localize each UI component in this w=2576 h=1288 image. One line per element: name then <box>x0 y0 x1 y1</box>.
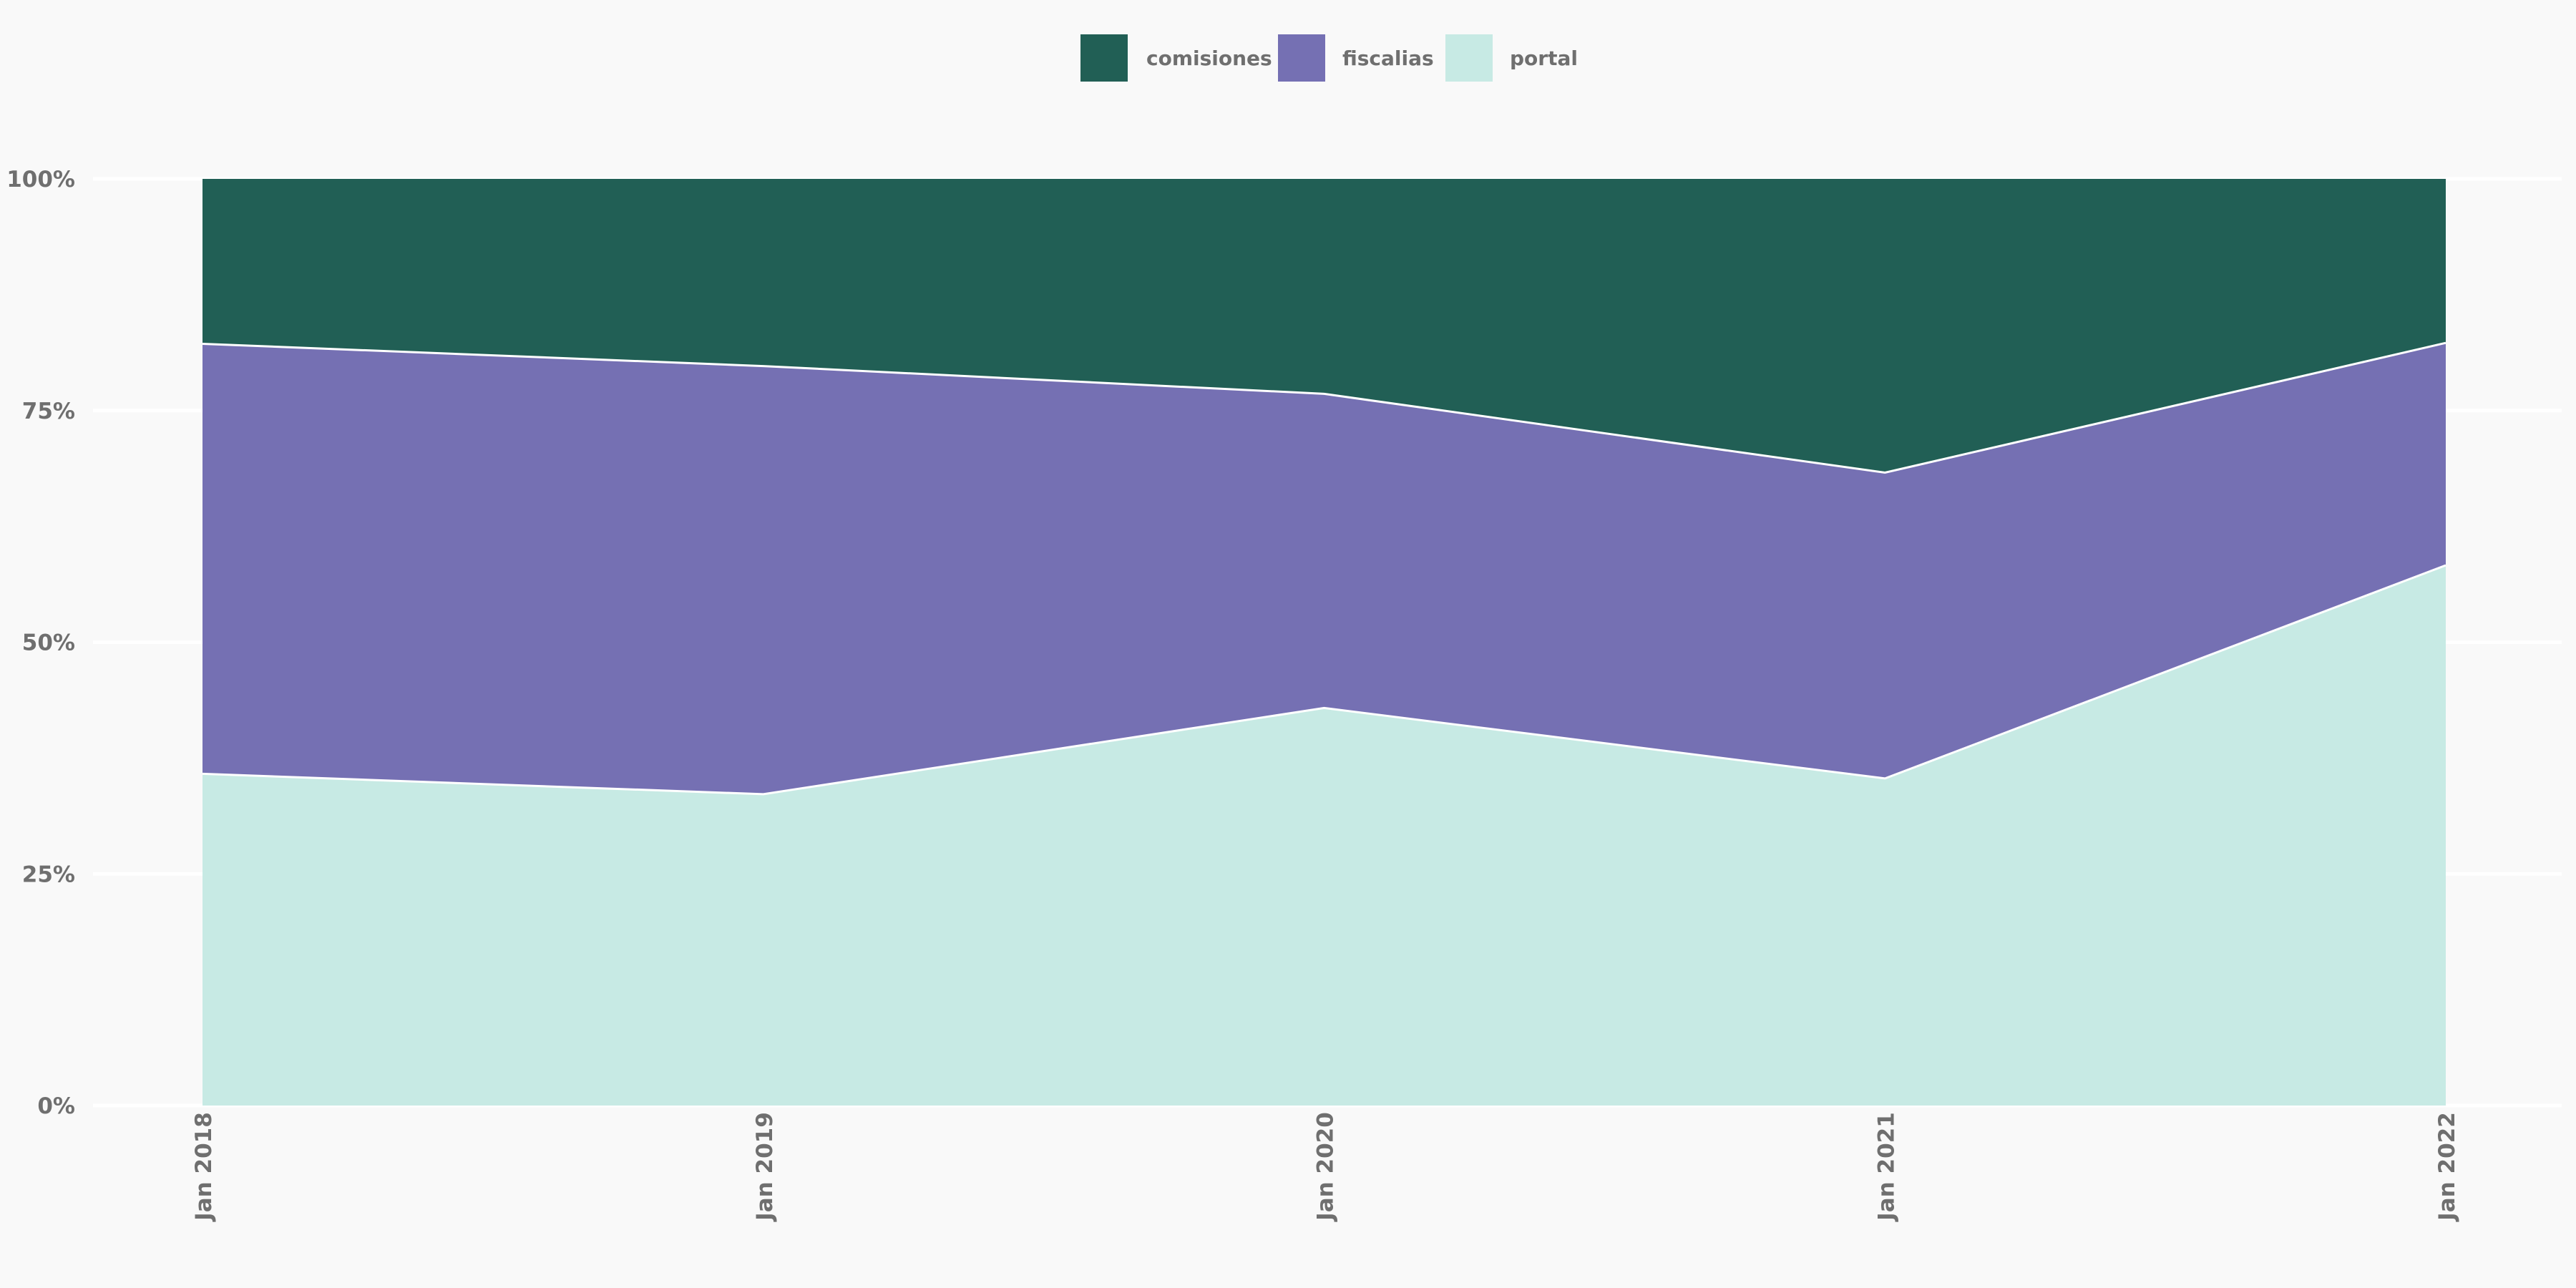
legend-swatch <box>1080 34 1128 82</box>
x-tick-label: Jan 2021 <box>1873 1112 1899 1222</box>
y-axis-tick-labels: 0% 25% 50% 75% 100% <box>6 167 75 1119</box>
legend-label: portal <box>1510 47 1578 70</box>
legend-swatch <box>1278 34 1325 82</box>
boundary-line-portal <box>202 564 2446 796</box>
y-tick-label: 100% <box>6 167 75 192</box>
x-tick-label: Jan 2019 <box>752 1112 778 1222</box>
y-tick-label: 0% <box>37 1093 75 1119</box>
x-tick-label: Jan 2020 <box>1313 1112 1339 1222</box>
legend: comisiones fiscalias portal <box>1080 34 1578 82</box>
legend-item-comisiones[interactable]: comisiones <box>1080 34 1272 82</box>
series-areas <box>202 179 2446 1106</box>
legend-label: fiscalias <box>1342 47 1434 70</box>
y-tick-label: 75% <box>22 399 75 424</box>
x-tick-label: Jan 2018 <box>191 1112 217 1222</box>
area-fiscalias <box>203 343 2446 794</box>
legend-item-fiscalias[interactable]: fiscalias <box>1278 34 1434 82</box>
x-axis-tick-labels: Jan 2018 Jan 2019 Jan 2020 Jan 2021 Jan 2022 <box>191 1112 2460 1222</box>
legend-item-portal[interactable]: portal <box>1445 34 1578 82</box>
legend-label: comisiones <box>1146 47 1272 70</box>
legend-swatch <box>1445 34 1493 82</box>
x-tick-label: Jan 2022 <box>2434 1112 2460 1222</box>
area-portal <box>203 565 2446 1106</box>
area-comisiones <box>203 179 2446 473</box>
y-tick-label: 50% <box>22 630 75 656</box>
boundary-line-fiscalias <box>202 341 2446 474</box>
y-tick-label: 25% <box>22 862 75 887</box>
